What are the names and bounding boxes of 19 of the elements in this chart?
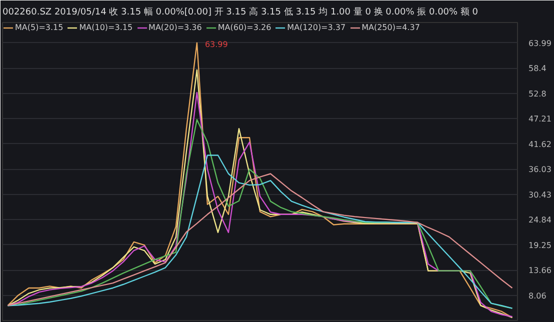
legend-label: MA(250)=4.37: [362, 23, 420, 32]
y-tick-label: 24.84: [528, 216, 552, 225]
y-tick-label: 36.03: [528, 165, 552, 174]
y-tick-label: 13.66: [528, 266, 552, 276]
y-tick-label: 30.43: [528, 190, 552, 200]
legend-label: MA(20)=3.36: [148, 23, 202, 32]
y-tick-label: 47.21: [528, 114, 552, 124]
y-tick-label: 58.4: [528, 64, 546, 74]
y-tick-label: 63.99: [528, 38, 552, 48]
legend-label: MA(60)=3.26: [218, 23, 272, 32]
legend-label: MA(120)=3.37: [287, 23, 346, 32]
y-tick-label: 41.62: [528, 140, 552, 149]
legend-label: MA(5)=3.15: [15, 23, 64, 32]
y-tick-label: 8.06: [528, 291, 546, 300]
y-tick-label: 19.25: [528, 240, 552, 250]
legend-label: MA(10)=3.15: [79, 23, 133, 32]
y-tick-label: 52.8: [528, 89, 546, 98]
annotation: 63.99: [204, 40, 228, 49]
chart-title: 002260.SZ 2019/05/14 收 3.15 幅 0.00%[0.00] 开 3.15 高 3.15 低 3.15 均 1.00 量 0 换 0.00% 振 0.00% 额 0: [2, 6, 478, 18]
